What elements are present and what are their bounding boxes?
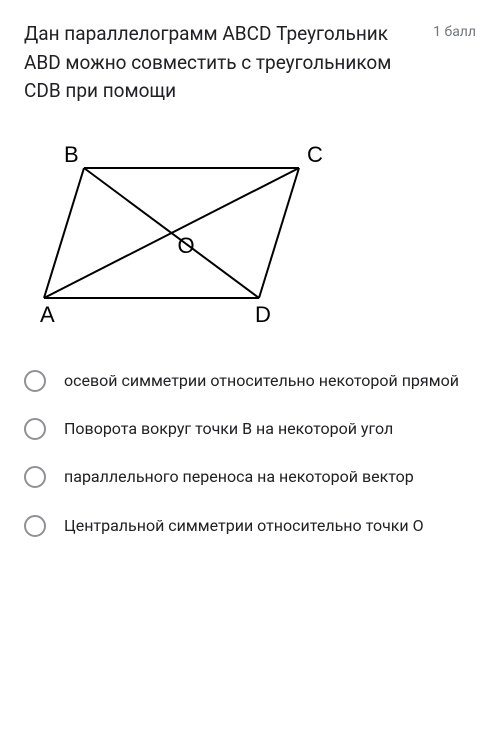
option-label: Поворота вокруг точки B на некоторой уго…	[64, 418, 393, 440]
radio-icon	[24, 370, 46, 392]
svg-text:C: C	[307, 142, 323, 167]
option-label: Центральной симметрии относительно точки…	[64, 515, 424, 537]
points-label: 1 балл	[433, 20, 476, 40]
option-3[interactable]: Центральной симметрии относительно точки…	[24, 515, 476, 537]
diagram-container: A B D C O	[24, 138, 476, 342]
svg-text:A: A	[40, 302, 55, 327]
option-2[interactable]: параллельного переноса на некоторой вект…	[24, 466, 476, 488]
option-label: осевой симметрии относительно некоторой …	[64, 370, 459, 392]
option-1[interactable]: Поворота вокруг точки B на некоторой уго…	[24, 418, 476, 440]
question-text: Дан параллелограмм ABCD Треугольник ABD …	[24, 20, 417, 106]
options-list: осевой симметрии относительно некоторой …	[24, 370, 476, 538]
svg-text:O: O	[178, 233, 195, 258]
option-label: параллельного переноса на некоторой вект…	[64, 466, 414, 488]
radio-icon	[24, 515, 46, 537]
option-0[interactable]: осевой симметрии относительно некоторой …	[24, 370, 476, 392]
svg-text:B: B	[64, 142, 79, 167]
svg-text:D: D	[255, 302, 271, 327]
radio-icon	[24, 418, 46, 440]
radio-icon	[24, 466, 46, 488]
parallelogram-diagram: A B D C O	[24, 138, 324, 338]
question-header: Дан параллелограмм ABCD Треугольник ABD …	[24, 20, 476, 106]
